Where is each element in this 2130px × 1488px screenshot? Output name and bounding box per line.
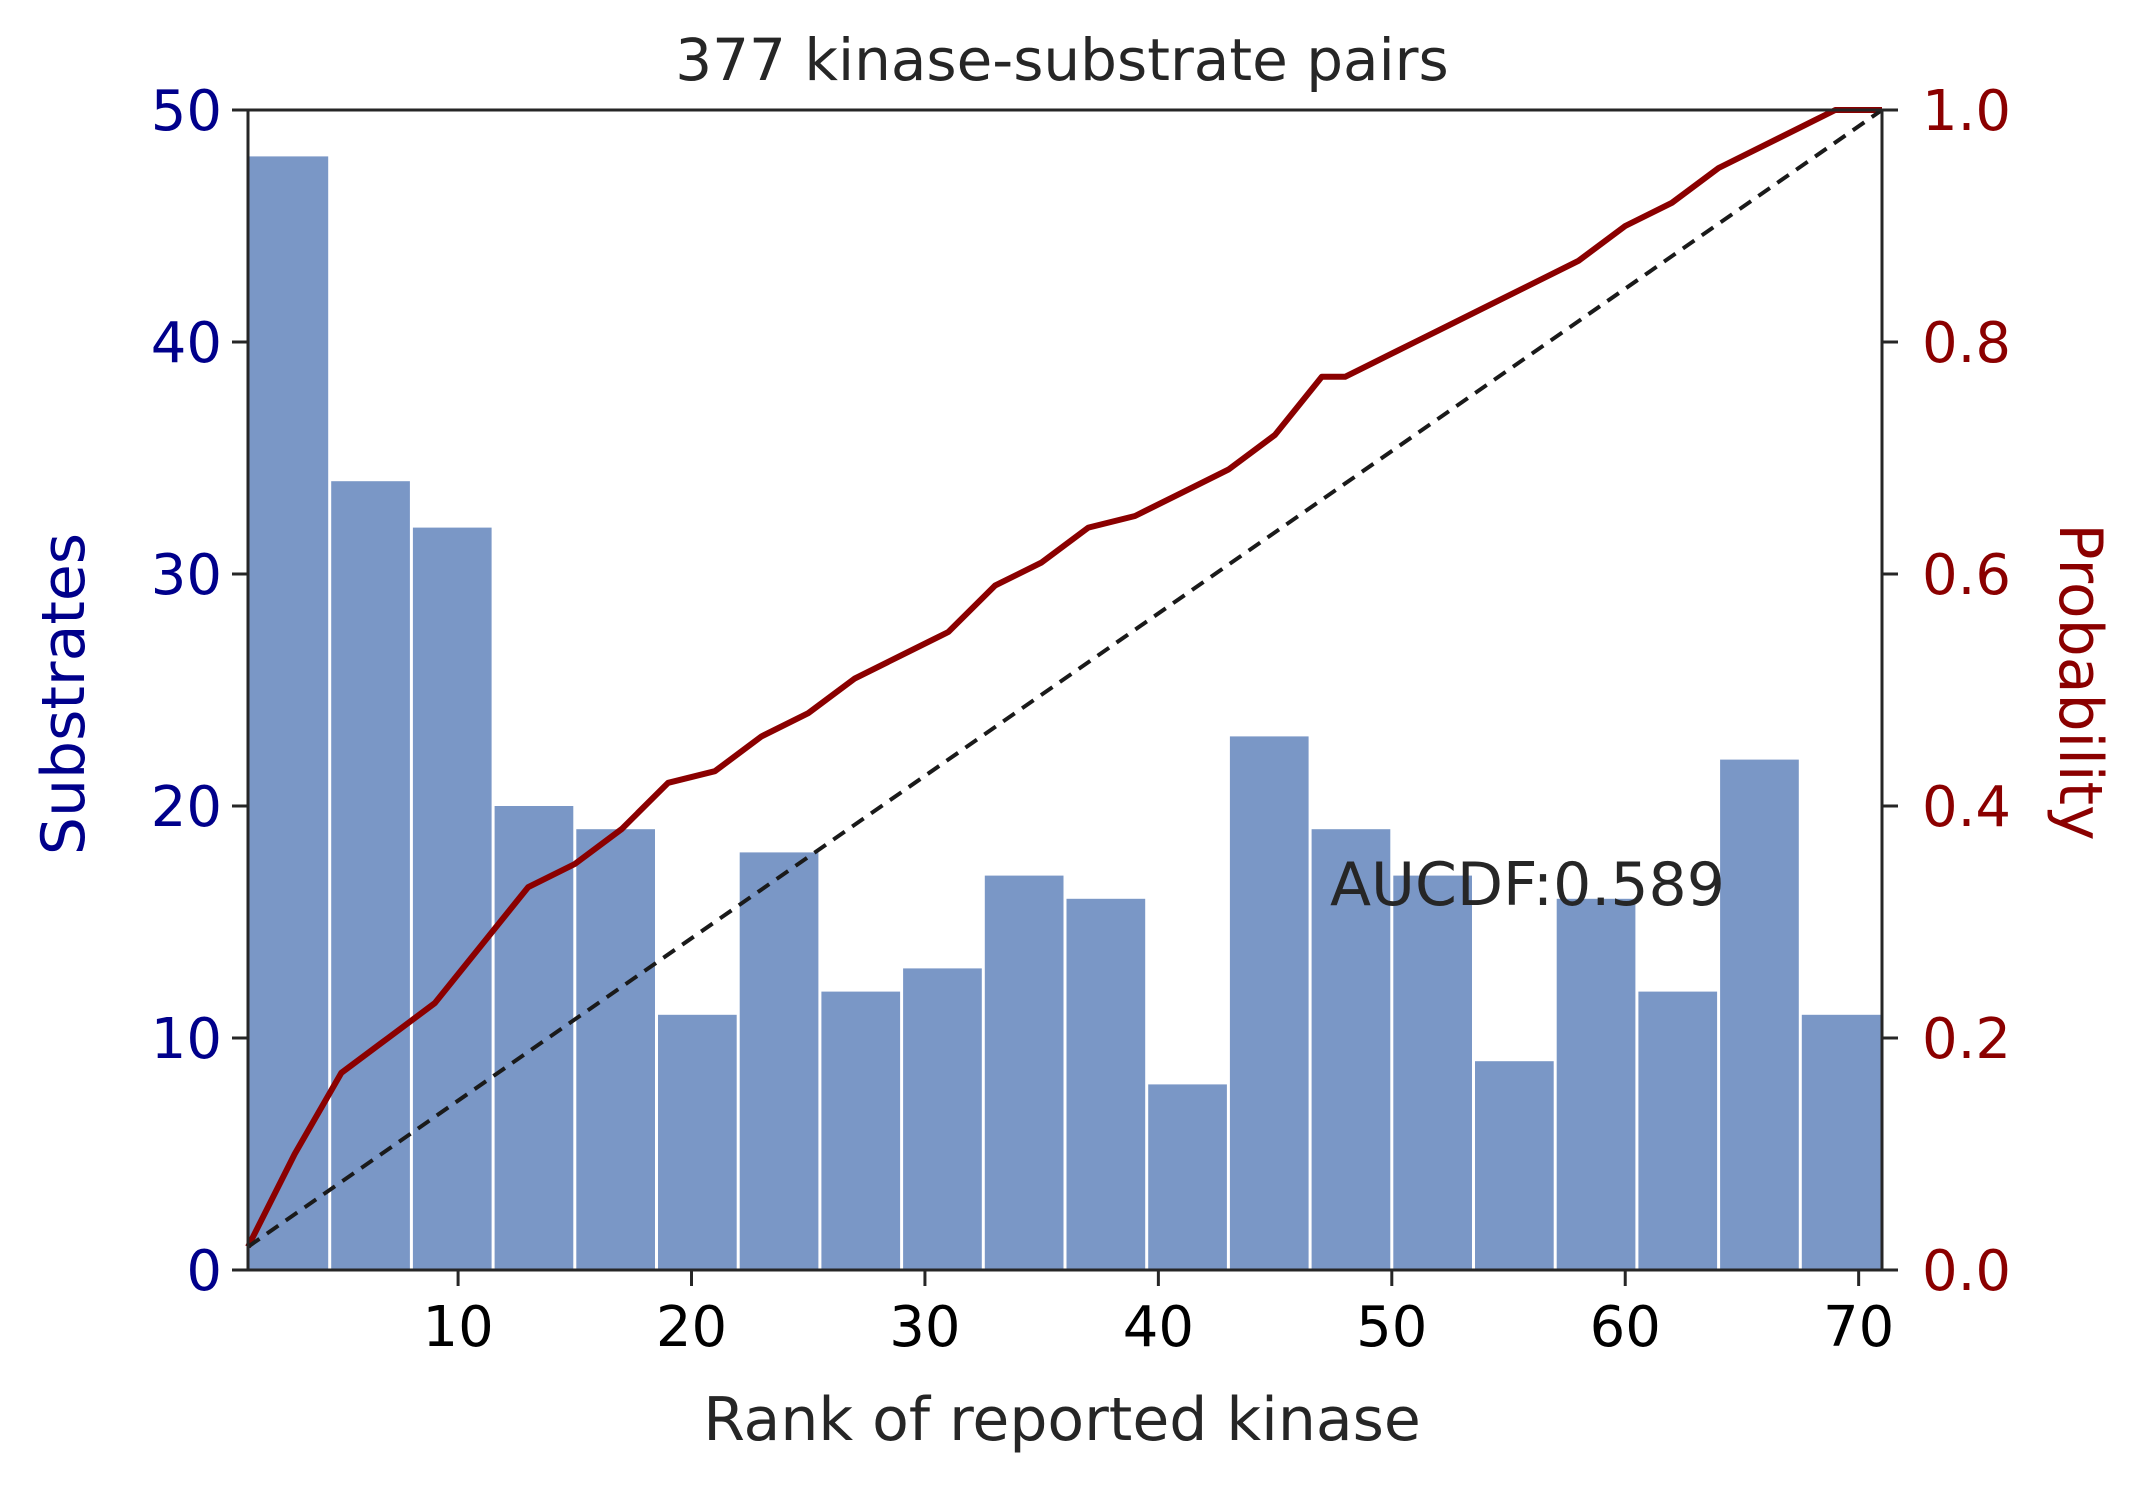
histogram-bar bbox=[412, 527, 492, 1270]
y-tick-label: 40 bbox=[151, 311, 222, 376]
histogram-bar bbox=[576, 829, 655, 1270]
y2-tick-label: 0.8 bbox=[1922, 311, 2011, 376]
histogram-bar bbox=[1801, 1014, 1881, 1270]
y2-axis-ticks: 0.0 0.2 0.4 0.6 0.8 1.0 bbox=[1882, 79, 2011, 1304]
y-tick-label: 10 bbox=[151, 1007, 222, 1072]
y-axis-ticks: 0 10 20 30 40 50 bbox=[151, 79, 248, 1304]
histogram-bars bbox=[249, 156, 1881, 1270]
histogram-bar bbox=[1148, 1084, 1227, 1270]
histogram-bar bbox=[984, 875, 1064, 1270]
x-tick-label: 50 bbox=[1356, 1295, 1427, 1360]
histogram-bar bbox=[1066, 898, 1146, 1270]
x-tick-label: 20 bbox=[656, 1295, 727, 1360]
histogram-bar bbox=[1475, 1061, 1554, 1270]
histogram-bar bbox=[658, 1014, 737, 1270]
histogram-bar bbox=[903, 968, 982, 1270]
x-tick-label: 40 bbox=[1123, 1295, 1194, 1360]
chart-title: 377 kinase-substrate pairs bbox=[675, 26, 1449, 94]
aucdf-annotation: AUCDF:0.589 bbox=[1330, 850, 1725, 920]
histogram-bar bbox=[821, 991, 901, 1270]
plot-frame bbox=[246, 108, 1884, 1272]
x-tick-label: 60 bbox=[1590, 1295, 1661, 1360]
cdf-lines bbox=[245, 107, 1884, 1249]
y-tick-label: 20 bbox=[151, 775, 222, 840]
y-tick-label: 30 bbox=[151, 543, 222, 608]
cdf-line bbox=[245, 107, 1882, 1249]
histogram-bar bbox=[1720, 759, 1799, 1270]
histogram-bar bbox=[249, 156, 329, 1270]
y2-tick-label: 1.0 bbox=[1922, 79, 2011, 144]
x-tick-label: 30 bbox=[889, 1295, 960, 1360]
y2-axis-label: Probability bbox=[2045, 523, 2115, 840]
x-axis-label: Rank of reported kinase bbox=[703, 1385, 1421, 1455]
histogram-bar bbox=[1638, 991, 1718, 1270]
y2-tick-label: 0.2 bbox=[1922, 1007, 2011, 1072]
histogram-bar bbox=[494, 806, 574, 1270]
histogram-bar bbox=[1556, 898, 1636, 1270]
x-tick-label: 10 bbox=[422, 1295, 493, 1360]
y-tick-label: 50 bbox=[151, 79, 222, 144]
histogram-bar bbox=[739, 852, 819, 1270]
histogram-bar bbox=[1393, 875, 1472, 1270]
y2-tick-label: 0.0 bbox=[1922, 1239, 2011, 1304]
y2-tick-label: 0.6 bbox=[1922, 543, 2011, 608]
y2-tick-label: 0.4 bbox=[1922, 775, 2011, 840]
x-axis-ticks: 10 20 30 40 50 60 70 bbox=[422, 1270, 1894, 1360]
y-tick-label: 0 bbox=[186, 1239, 222, 1304]
diagonal-reference-line bbox=[246, 108, 1884, 1249]
histogram-bar bbox=[1229, 736, 1309, 1270]
histogram-bar bbox=[331, 481, 410, 1270]
y-axis-label: Substrates bbox=[29, 533, 99, 855]
x-tick-label: 70 bbox=[1823, 1295, 1894, 1360]
histogram-bar bbox=[1311, 829, 1391, 1270]
